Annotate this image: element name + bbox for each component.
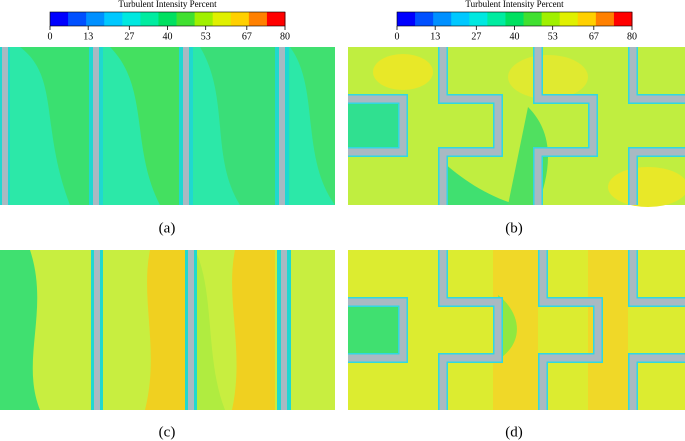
colorbar-segment <box>595 12 615 26</box>
colorbar-segment <box>230 12 250 26</box>
colorbar-segment <box>266 12 286 26</box>
panel-b-contour <box>348 47 685 207</box>
colorbar-tick-label: 27 <box>124 31 134 42</box>
colorbar-segment <box>451 12 470 26</box>
colorbar-title: Turbulent Intensity Percent <box>465 0 564 9</box>
colorbar-segment <box>505 12 525 26</box>
colorbar-segment <box>248 12 268 26</box>
colorbar-title: Turbulent Intensity Percent <box>118 0 217 9</box>
colorbar-segment <box>613 12 633 26</box>
colorbar-segment <box>104 12 123 26</box>
panel-c-contour <box>0 250 335 410</box>
panel-caption: (a) <box>159 220 176 236</box>
colorbar-tick-label: 40 <box>510 31 520 42</box>
colorbar-segment <box>86 12 105 26</box>
colorbar-tick-label: 67 <box>242 31 252 42</box>
colorbar-tick-label: 40 <box>163 31 173 42</box>
colorbar-segment <box>122 12 141 26</box>
colorbar-segment <box>433 12 452 26</box>
colorbar-segment <box>577 12 597 26</box>
colorbar-tick-label: 0 <box>395 31 400 42</box>
colorbar-tick-label: 80 <box>280 31 290 42</box>
colorbar-tick-label: 0 <box>48 31 53 42</box>
panel-caption: (b) <box>505 220 523 236</box>
panel-d-contour <box>348 250 685 410</box>
colorbar-segment <box>212 12 232 26</box>
colorbar-segment <box>469 12 488 26</box>
colorbar-segment <box>50 12 69 26</box>
colorbar-segment <box>68 12 87 26</box>
panel-caption: (d) <box>505 424 523 440</box>
colorbar-tick-label: 53 <box>201 31 211 42</box>
panel-caption: (c) <box>159 424 176 440</box>
colorbar-segment <box>541 12 561 26</box>
colorbar-tick-label: 67 <box>589 31 599 42</box>
colorbar-segment <box>559 12 579 26</box>
panel-a-contour <box>0 47 335 205</box>
colorbar-tick-label: 53 <box>548 31 558 42</box>
colorbar-tick-label: 13 <box>83 31 93 42</box>
colorbar-tick-label: 80 <box>627 31 637 42</box>
colorbar-segment <box>415 12 434 26</box>
colorbar-segment <box>194 12 214 26</box>
colorbar-tick-label: 27 <box>471 31 481 42</box>
colorbar-segment <box>176 12 196 26</box>
colorbar-segment <box>158 12 178 26</box>
colorbar-segment <box>523 12 543 26</box>
colorbar-tick-label: 13 <box>430 31 440 42</box>
colorbar-segment <box>487 12 506 26</box>
colorbar-segment <box>397 12 416 26</box>
colorbar-segment <box>140 12 159 26</box>
